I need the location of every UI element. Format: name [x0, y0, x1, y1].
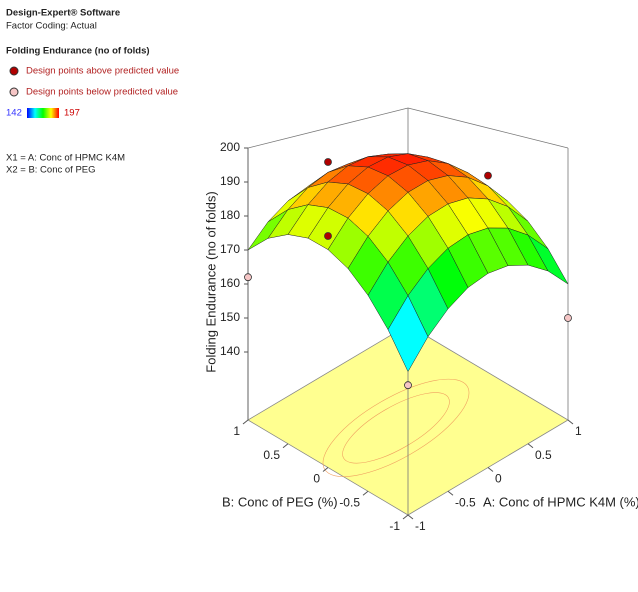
z-tick-label: 190 — [220, 174, 240, 188]
y-tick-label: 0 — [313, 472, 320, 486]
z-tick-label: 200 — [220, 140, 240, 154]
x-tick — [407, 514, 414, 520]
x-tick-label: -1 — [415, 519, 426, 533]
z-tick-label: 150 — [220, 310, 240, 324]
y-tick — [362, 490, 369, 496]
response-title: Folding Endurance (no of folds) — [6, 46, 150, 57]
x-tick-label: 0 — [495, 472, 502, 486]
box-edge — [247, 107, 409, 149]
x-tick — [527, 443, 534, 449]
factor-label: X1 = A: Conc of HPMC K4M — [6, 153, 125, 164]
design-point — [404, 381, 412, 390]
y-tick-label: -1 — [389, 519, 400, 533]
z-tick-label: 180 — [220, 208, 240, 222]
y-tick-label: 1 — [233, 424, 240, 438]
x-axis-title: A: Conc of HPMC K4M (%) — [483, 494, 638, 509]
color-scale-max: 197 — [64, 108, 80, 119]
legend-marker — [9, 66, 19, 76]
z-axis-title: Folding Endurance (no of folds) — [203, 191, 218, 372]
y-axis-title: B: Conc of PEG (%) — [222, 494, 338, 509]
x-tick — [567, 419, 574, 425]
software-title: Design-Expert® Software — [6, 8, 120, 19]
y-tick-label: 0.5 — [263, 448, 280, 462]
y-tick — [402, 514, 409, 520]
x-tick-label: -0.5 — [455, 495, 476, 509]
z-tick-label: 170 — [220, 242, 240, 256]
y-tick — [242, 419, 249, 425]
design-point — [484, 171, 492, 180]
y-tick — [282, 443, 289, 449]
z-tick-label: 160 — [220, 276, 240, 290]
surface-cell — [387, 295, 429, 373]
design-point — [324, 158, 332, 166]
color-scale-min: 142 — [6, 108, 22, 119]
x-tick — [447, 490, 454, 496]
x-tick-label: 0.5 — [535, 448, 552, 462]
plot-area: 140 150 160 170 180 190 200 -1 -0.5 0 0.5 1 -1 -0.5 0 0… — [220, 107, 582, 533]
design-point — [324, 232, 332, 240]
color-scale-bar — [27, 108, 59, 118]
legend-label: Design points below predicted value — [26, 87, 178, 98]
legend-marker — [9, 87, 19, 97]
x-tick — [487, 467, 494, 472]
z-tick-label: 140 — [220, 344, 240, 358]
design-point — [244, 273, 252, 282]
box-edge — [407, 107, 569, 149]
legend-label: Design points above predicted value — [26, 66, 179, 77]
contour-decoration — [322, 378, 470, 477]
contour-decoration — [342, 392, 450, 464]
x-tick-label: 1 — [575, 424, 582, 438]
factor-label: X2 = B: Conc of PEG — [6, 165, 96, 176]
y-tick-label: -0.5 — [339, 495, 360, 509]
design-point — [564, 314, 572, 322]
y-tick — [322, 467, 329, 472]
coding-label: Factor Coding: Actual — [6, 21, 97, 32]
